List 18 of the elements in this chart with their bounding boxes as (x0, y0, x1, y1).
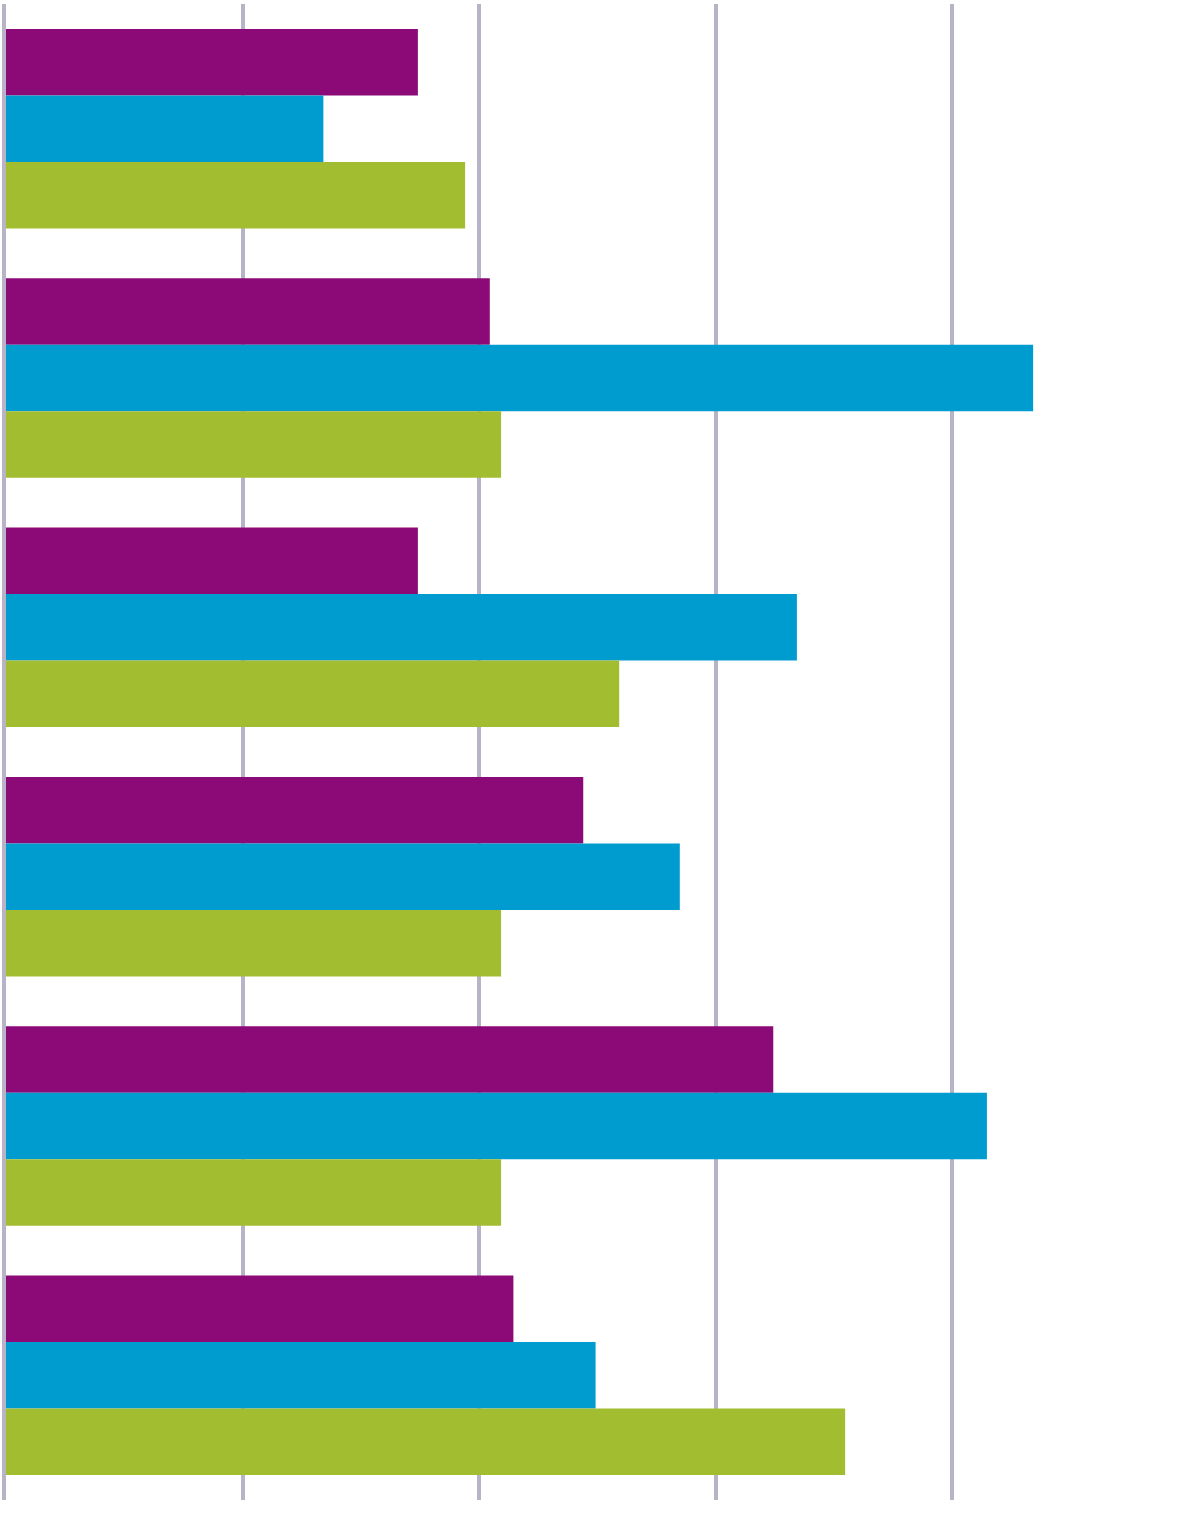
bar (6, 1408, 846, 1476)
bar (6, 660, 620, 728)
bar (6, 411, 502, 478)
bar (6, 843, 680, 910)
bar (6, 278, 490, 345)
bar (6, 344, 1034, 412)
bar (6, 161, 466, 229)
bar (6, 1159, 502, 1226)
bar (6, 95, 324, 162)
bar (6, 594, 797, 661)
bar (6, 1026, 774, 1093)
bar (6, 776, 584, 844)
bar (6, 1342, 596, 1409)
bar (6, 1275, 514, 1343)
bar (6, 28, 418, 96)
bar (6, 1092, 987, 1160)
bar (6, 527, 418, 595)
bar (6, 909, 502, 977)
